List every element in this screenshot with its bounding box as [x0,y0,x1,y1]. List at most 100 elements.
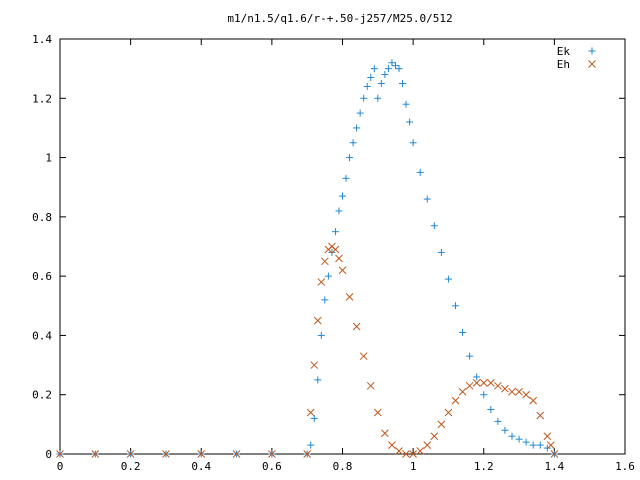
data-point [310,361,319,369]
data-point [306,408,315,417]
data-point [452,302,459,310]
data-point [451,396,460,405]
data-point [522,438,530,446]
series-ek [56,59,558,458]
data-point [363,82,371,90]
data-point [494,417,502,425]
data-point [402,100,410,108]
data-point [317,331,325,339]
data-point [406,118,414,126]
data-point [352,322,361,331]
data-point [416,447,425,455]
chart-title: m1/n1.5/q1.6/r-+.50-j257/M25.0/512 [227,12,452,25]
y-tick-label: 1 [45,152,52,165]
x-tick-label: 0.4 [191,460,211,473]
y-tick-label: 1.4 [32,33,52,46]
data-point [370,65,378,73]
data-point [508,432,516,440]
data-point [56,450,64,458]
plot-frame [59,38,626,455]
data-point [529,441,537,449]
data-point [339,192,346,200]
data-point [353,124,361,132]
data-point [444,408,453,417]
y-tick-label: 0 [45,448,52,461]
data-point [409,139,417,147]
legend-marker [588,60,596,68]
data-point [430,222,438,230]
data-point [466,352,474,360]
data-point [423,441,432,449]
data-point [508,387,516,396]
data-point [366,381,375,390]
series-eh [56,242,559,458]
y-tick-label: 0.2 [32,389,52,402]
x-tick-label: 0 [57,460,64,473]
data-point [373,408,382,417]
data-point [338,266,347,275]
x-tick-label: 0.8 [333,460,353,473]
data-point [536,441,544,449]
data-point [391,62,399,70]
x-tick-label: 1.4 [544,460,564,473]
data-point [515,435,523,443]
data-point [486,379,495,387]
data-point [232,450,241,458]
x-tick-label: 1.6 [615,460,635,473]
x-tick-label: 0.6 [262,460,282,473]
data-point [335,254,343,263]
data-point [473,373,481,381]
data-point [91,450,100,458]
data-point [416,168,424,176]
data-point [388,59,396,67]
data-point [395,447,403,455]
data-point [409,450,417,458]
data-point [550,450,559,458]
y-tick-label: 0.4 [32,329,52,342]
data-point [320,257,329,266]
data-point [494,381,502,390]
data-point [423,195,431,203]
data-point [479,379,488,387]
series-layer [56,59,559,458]
data-point [546,441,555,449]
data-point [402,450,410,458]
legend-label: Ek [557,45,571,58]
data-point [444,275,452,283]
data-point [367,74,375,82]
y-tick-label: 0.6 [32,270,52,283]
y-tick-label: 0.8 [32,211,52,224]
data-point [515,387,523,396]
data-point [374,94,382,102]
data-point [543,432,552,441]
data-point [381,71,389,79]
x-tick-label: 0.2 [121,460,141,473]
data-point [487,406,495,414]
data-point [388,441,396,449]
data-point [307,441,315,449]
x-tick-label: 1.2 [474,460,494,473]
data-point [381,429,389,438]
data-point [501,384,509,393]
data-point [437,420,446,429]
data-point [126,450,135,458]
data-point [314,376,322,384]
data-point [310,414,318,422]
data-point [430,432,439,441]
data-point [529,396,538,405]
data-point [313,316,322,325]
data-point [331,245,340,254]
data-point [395,65,403,73]
data-point [331,228,339,236]
data-point [399,79,407,87]
y-tick-label: 1.2 [32,92,52,105]
data-point [472,379,481,387]
data-point [536,411,545,420]
data-point [303,450,312,458]
data-point [268,450,276,458]
data-point [197,450,206,458]
data-point [335,207,343,215]
data-point [346,154,354,162]
